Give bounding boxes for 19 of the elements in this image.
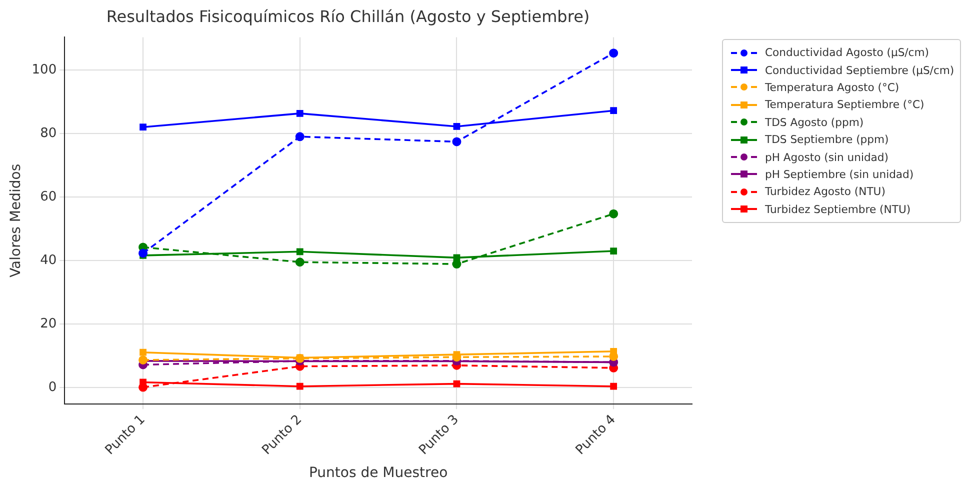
- x-axis-title: Puntos de Muestreo: [308, 465, 448, 482]
- legend-label: Temperatura Septiembre (°C): [765, 98, 924, 112]
- chart-title: Resultados Fisicoquímicos Río Chillán (Agosto y Septiembre): [106, 6, 590, 26]
- legend-label: pH Agosto (sin unidad): [765, 150, 888, 164]
- y-axis-title: Valores Medidos: [8, 164, 24, 278]
- y-tick-label: 20: [40, 316, 57, 332]
- legend-label: Turbidez Septiembre (NTU): [765, 202, 911, 216]
- y-tick-label: 80: [40, 126, 57, 141]
- y-tick-label: 100: [32, 62, 57, 78]
- legend-label: Turbidez Agosto (NTU): [765, 185, 886, 198]
- y-tick-label: 0: [48, 380, 57, 395]
- y-tick-label: 60: [40, 189, 57, 204]
- legend-label: Conductividad Septiembre (µS/cm): [765, 64, 954, 77]
- legend-label: TDS Septiembre (ppm): [765, 133, 889, 146]
- legend-label: pH Septiembre (sin unidad): [765, 168, 914, 181]
- legend-label: TDS Agosto (ppm): [765, 116, 864, 129]
- legend-label: Conductividad Agosto (µS/cm): [765, 46, 929, 60]
- y-tick-label: 40: [40, 252, 57, 268]
- legend-label: Temperatura Agosto (°C): [765, 80, 900, 94]
